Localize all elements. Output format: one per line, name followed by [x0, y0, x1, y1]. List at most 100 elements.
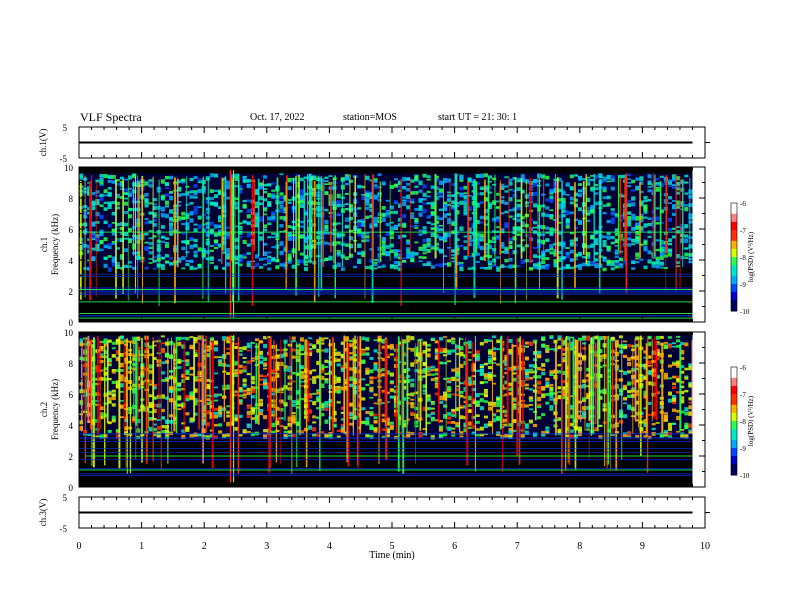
spectral-pixel — [647, 360, 652, 364]
spectral-pixel — [528, 368, 533, 371]
spectral-pixel — [537, 353, 542, 359]
spectral-pixel — [361, 349, 366, 354]
spectral-pixel — [226, 196, 231, 200]
spectral-pixel — [148, 345, 153, 349]
spectral-pixel — [614, 261, 619, 266]
spectral-pixel — [467, 382, 472, 386]
spectral-pixel — [487, 359, 493, 365]
spectral-pixel — [442, 240, 448, 243]
y-axis-label: Frequency (kHz) — [50, 379, 60, 440]
spectral-pixel — [520, 174, 525, 178]
spectral-pixel — [434, 392, 439, 396]
spectral-pixel — [222, 214, 227, 218]
spectral-pixel — [496, 226, 501, 229]
spectral-pixel — [271, 236, 276, 239]
spectral-pixel — [197, 335, 202, 339]
spectral-pixel — [168, 414, 174, 418]
spectral-pixel — [672, 235, 677, 238]
spectral-pixel — [459, 394, 464, 398]
spectral-pixel — [647, 222, 652, 227]
spectral-pixel — [181, 403, 186, 406]
spectral-pixel — [369, 225, 374, 229]
spectral-pixel — [463, 428, 468, 433]
spectral-pixel — [218, 232, 223, 237]
spectral-pixel — [357, 379, 362, 384]
spectral-pixel — [369, 265, 374, 270]
spectral-pixel — [459, 363, 464, 368]
spectral-pixel — [398, 414, 403, 420]
spectral-pixel — [381, 418, 386, 423]
spectral-pixel — [164, 360, 169, 364]
spectral-pixel — [398, 186, 403, 189]
spectral-pixel — [459, 265, 464, 269]
spectral-pixel — [344, 182, 349, 186]
spectral-pixel — [483, 341, 488, 344]
spectral-pixel — [377, 173, 382, 176]
spectral-pixel — [209, 173, 214, 178]
spectral-pixel — [373, 267, 378, 270]
spectral-pixel — [283, 207, 288, 212]
spectral-pixel — [516, 226, 521, 232]
spectral-pixel — [483, 375, 488, 380]
spectral-pixel — [586, 209, 591, 215]
spectral-pixel — [672, 174, 677, 179]
spectral-pixel — [447, 351, 452, 355]
spectral-pixel — [549, 199, 554, 203]
spectral-pixel — [487, 180, 493, 183]
spectral-pixel — [422, 202, 427, 205]
spectral-pixel — [324, 372, 329, 375]
spectral-pixel — [455, 344, 460, 349]
spectral-pixel — [279, 361, 284, 367]
spectral-pixel — [586, 425, 591, 428]
spectral-pixel — [107, 429, 112, 433]
spectral-pixel — [164, 200, 169, 205]
spectral-pixel — [537, 375, 542, 379]
spectral-pixel — [422, 197, 427, 201]
spectral-pixel — [381, 435, 386, 438]
spectral-pixel — [250, 388, 255, 394]
spectral-pixel — [451, 393, 456, 396]
spectral-pixel — [618, 419, 623, 424]
spectral-pixel — [279, 216, 284, 220]
spectral-pixel — [398, 217, 403, 222]
spectral-pixel — [504, 225, 509, 229]
spectral-pixel — [263, 336, 268, 340]
spectral-pixel — [234, 369, 239, 372]
spectral-pixel — [508, 181, 513, 186]
spectral-pixel — [430, 373, 435, 376]
spectral-pixel — [160, 209, 165, 212]
spectral-pixel — [271, 216, 276, 220]
spectral-pixel — [614, 238, 619, 243]
spectral-pixel — [492, 177, 497, 181]
spectral-pixel — [639, 226, 644, 231]
spectral-pixel — [557, 221, 562, 224]
spectral-pixel — [406, 435, 411, 438]
spectral-pixel — [545, 426, 550, 430]
spectral-pixel — [136, 254, 141, 260]
spectral-pixel — [344, 243, 349, 247]
spectral-pixel — [381, 402, 386, 405]
spectral-pixel — [520, 246, 525, 251]
spectral-pixel — [168, 398, 174, 403]
spectral-pixel — [148, 179, 153, 183]
spectral-pixel — [160, 225, 165, 229]
spectral-pixel — [222, 177, 227, 181]
spectral-pixel — [651, 370, 656, 374]
spectral-pixel — [295, 200, 300, 204]
spectral-pixel — [348, 229, 354, 233]
spectral-pixel — [618, 370, 623, 373]
spectral-pixel — [238, 389, 243, 393]
spectral-pixel — [496, 339, 501, 344]
spectral-pixel — [483, 433, 488, 436]
spectral-pixel — [618, 264, 623, 269]
spectral-pixel — [438, 337, 443, 341]
spectral-pixel — [308, 370, 313, 375]
spectral-pixel — [295, 372, 300, 376]
spectral-pixel — [565, 254, 570, 259]
spectral-pixel — [185, 185, 190, 188]
spectral-pixel — [414, 191, 419, 195]
spectral-pixel — [639, 190, 644, 194]
spectral-pixel — [508, 387, 513, 391]
spectral-pixel — [627, 394, 632, 398]
spectral-pixel — [569, 344, 574, 348]
